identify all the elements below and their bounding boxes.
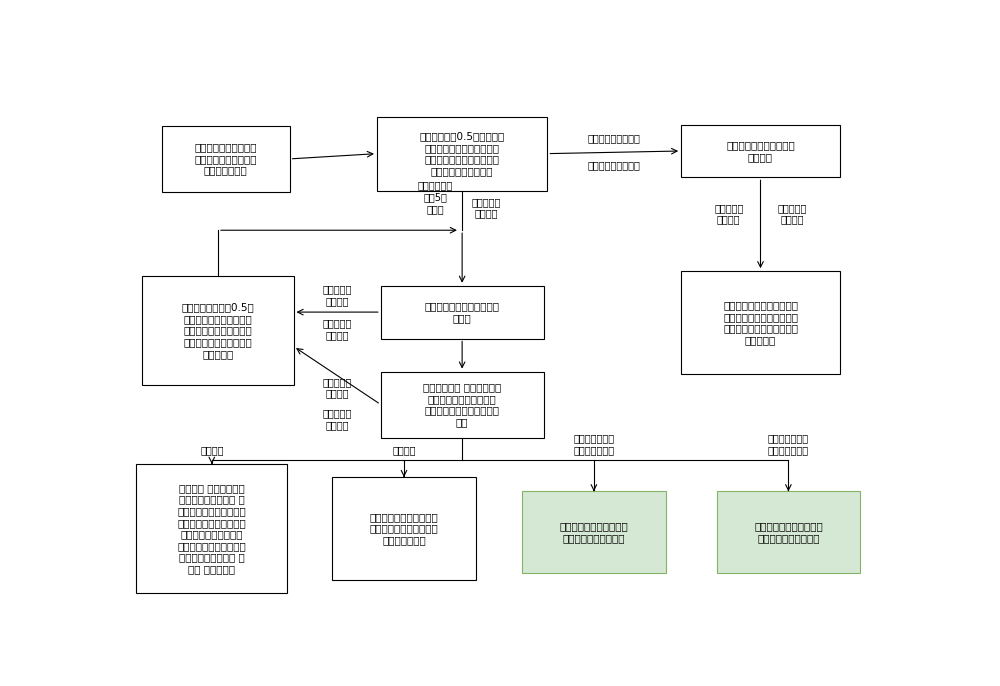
Text: 高液位探测
头无信号: 高液位探测 头无信号 (322, 285, 352, 306)
Text: 开启导电电磁阀，0.5秒
后关闭导电阀，然后开启
溶剂阀，读取液位传感器
的高液位探测头及低液位
探测头信号: 开启导电电磁阀，0.5秒 后关闭导电阀，然后开启 溶剂阀，读取液位传感器 的高液… (182, 303, 254, 359)
Text: 高液位探测头有信号: 高液位探测头有信号 (588, 133, 641, 143)
Text: 误差较小: 误差较小 (200, 445, 224, 455)
Text: 低液位探测
头无信号: 低液位探测 头无信号 (322, 318, 352, 340)
Text: 低液位探测头有信号: 低液位探测头有信号 (588, 161, 641, 170)
FancyBboxPatch shape (681, 271, 840, 374)
Text: 初步判别溶剂 盒中溶剂已用
尽，记录溶剂实际计量次
数，并与此前的统计平均值
比对: 初步判别溶剂 盒中溶剂已用 尽，记录溶剂实际计量次 数，并与此前的统计平均值 比… (423, 382, 501, 427)
Text: 开启导电阀，0.5秒后关闭导
电阀，然后开启溶剂阀，读
取液位传感器的高液位探测
头及低液位探测头信号: 开启导电阀，0.5秒后关闭导 电阀，然后开启溶剂阀，读 取液位传感器的高液位探测… (420, 131, 505, 176)
Text: 低液位探测
头有信号: 低液位探测 头有信号 (471, 197, 501, 219)
Text: 计量次数大于基
准测量次数很多: 计量次数大于基 准测量次数很多 (573, 433, 614, 455)
Text: 关闭注入阀及抽取阀，评估
装置记录一次计量次数，累
计并刷新余量数据，继续等
待添加请求: 关闭注入阀及抽取阀，评估 装置记录一次计量次数，累 计并刷新余量数据，继续等 待… (723, 300, 798, 345)
FancyBboxPatch shape (381, 285, 544, 338)
FancyBboxPatch shape (136, 464, 287, 593)
Text: 高液位探测
头无信号: 高液位探测 头无信号 (322, 377, 352, 399)
FancyBboxPatch shape (332, 477, 476, 580)
FancyBboxPatch shape (681, 125, 840, 178)
Text: 低液位探测
头无信号: 低液位探测 头无信号 (778, 203, 807, 224)
Text: 高液位探测头
持续5秒
无信号: 高液位探测头 持续5秒 无信号 (418, 180, 453, 214)
Text: 给出溶剂盒中溶剂已用尽
的警报，舍弃本盒溶剂盒
的计量次数数据: 给出溶剂盒中溶剂已用尽 的警报，舍弃本盒溶剂盒 的计量次数数据 (370, 512, 438, 545)
FancyBboxPatch shape (381, 372, 544, 438)
Text: 低液位探测
头无信号: 低液位探测 头无信号 (322, 409, 352, 430)
FancyBboxPatch shape (717, 491, 860, 573)
Text: 给出溶剂盒已空、耗材添
加回路泄漏的警示提醒: 给出溶剂盒已空、耗材添 加回路泄漏的警示提醒 (754, 521, 823, 543)
Text: 关闭溶剂阀，开启注入阀及
抽取阀: 关闭溶剂阀，开启注入阀及 抽取阀 (425, 301, 500, 323)
Text: 给出溶剂 盒中溶剂已用
尽的警报，将溶剂盒 的
实际计量次数与此前的统
计平均值进行再次加权平
均，得到新的统计平均
值，并以此新的统计平均
值作为下一个溶剂盒: 给出溶剂 盒中溶剂已用 尽的警报，将溶剂盒 的 实际计量次数与此前的统 计平均值… (177, 483, 246, 574)
FancyBboxPatch shape (377, 117, 547, 191)
Text: 给出溶剂盒已空、耗材添
加回路堵塞的警示提醒: 给出溶剂盒已空、耗材添 加回路堵塞的警示提醒 (560, 521, 628, 543)
FancyBboxPatch shape (162, 126, 290, 192)
Text: 高液位探测
头无信号: 高液位探测 头无信号 (714, 203, 743, 224)
Text: 关闭溶剂阀，开启注入阀
及抽取阀: 关闭溶剂阀，开启注入阀 及抽取阀 (726, 140, 795, 162)
Text: 评估装置接收到溶剂添
加请求，立即读取当前
墨水盒余量数据: 评估装置接收到溶剂添 加请求，立即读取当前 墨水盒余量数据 (194, 142, 257, 176)
Text: 计量次数小于基
准测量次数很多: 计量次数小于基 准测量次数很多 (768, 433, 809, 455)
FancyBboxPatch shape (142, 276, 294, 385)
Text: 误差较大: 误差较大 (392, 445, 416, 455)
FancyBboxPatch shape (522, 491, 666, 573)
